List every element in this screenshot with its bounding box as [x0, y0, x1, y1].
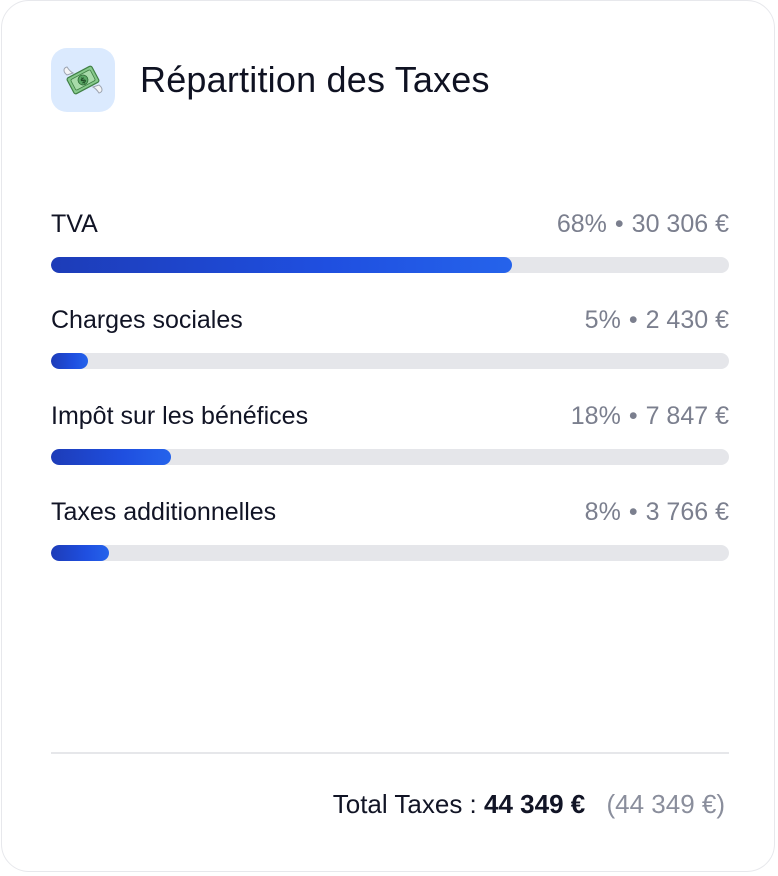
tax-row-label: Impôt sur les bénéfices	[51, 402, 309, 430]
tax-row: Impôt sur les bénéfices 18% • 7 847 €	[51, 402, 729, 498]
tax-row-header: TVA 68% • 30 306 €	[51, 210, 729, 250]
progress-track	[51, 257, 729, 273]
separator-dot: •	[614, 210, 624, 238]
tax-row-amount: 30 306 €	[631, 210, 729, 238]
svg-text:$: $	[79, 75, 89, 86]
separator-dot: •	[628, 306, 638, 334]
tax-row-header: Charges sociales 5% • 2 430 €	[51, 306, 729, 346]
card-header: $ Répartition des Taxes	[51, 48, 490, 112]
tax-row-label: Charges sociales	[51, 306, 243, 334]
separator-dot: •	[628, 402, 638, 430]
footer-divider	[51, 752, 729, 754]
tax-rows: TVA 68% • 30 306 € Charges sociales 5% • 2 430 …	[51, 210, 729, 594]
tax-row-header: Impôt sur les bénéfices 18% • 7 847 €	[51, 402, 729, 442]
separator-dot: •	[628, 498, 638, 526]
progress-fill	[51, 257, 513, 273]
tax-row-percent: 8%	[584, 498, 621, 526]
tax-row-amount: 3 766 €	[645, 498, 729, 526]
total-label: Total Taxes :	[332, 789, 477, 819]
progress-fill	[51, 449, 171, 465]
tax-row-percent: 68%	[556, 210, 607, 238]
money-with-wings-icon: $	[51, 48, 115, 112]
progress-track	[51, 545, 729, 561]
tax-row: Taxes additionnelles 8% • 3 766 €	[51, 498, 729, 594]
money-with-wings-icon-graphic: $	[63, 65, 103, 95]
tax-row: Charges sociales 5% • 2 430 €	[51, 306, 729, 402]
tax-row-amount: 7 847 €	[645, 402, 729, 430]
progress-track	[51, 353, 729, 369]
total-summary: Total Taxes : 44 349 € (44 349 €)	[333, 789, 725, 820]
tax-row-label: Taxes additionnelles	[51, 498, 277, 526]
tax-row-label: TVA	[51, 210, 98, 238]
tax-row-meta: 18% • 7 847 €	[571, 402, 729, 431]
total-secondary-value: (44 349 €)	[606, 789, 725, 819]
progress-fill	[51, 545, 109, 561]
progress-fill	[51, 353, 89, 369]
tax-row-percent: 18%	[570, 402, 621, 430]
card-title: Répartition des Taxes	[140, 59, 490, 100]
tax-row-amount: 2 430 €	[645, 306, 729, 334]
tax-row: TVA 68% • 30 306 €	[51, 210, 729, 306]
tax-row-meta: 5% • 2 430 €	[585, 306, 729, 335]
tax-row-header: Taxes additionnelles 8% • 3 766 €	[51, 498, 729, 538]
tax-row-percent: 5%	[584, 306, 621, 334]
progress-track	[51, 449, 729, 465]
tax-row-meta: 68% • 30 306 €	[557, 210, 729, 239]
total-value: 44 349 €	[484, 789, 586, 819]
tax-row-meta: 8% • 3 766 €	[585, 498, 729, 527]
